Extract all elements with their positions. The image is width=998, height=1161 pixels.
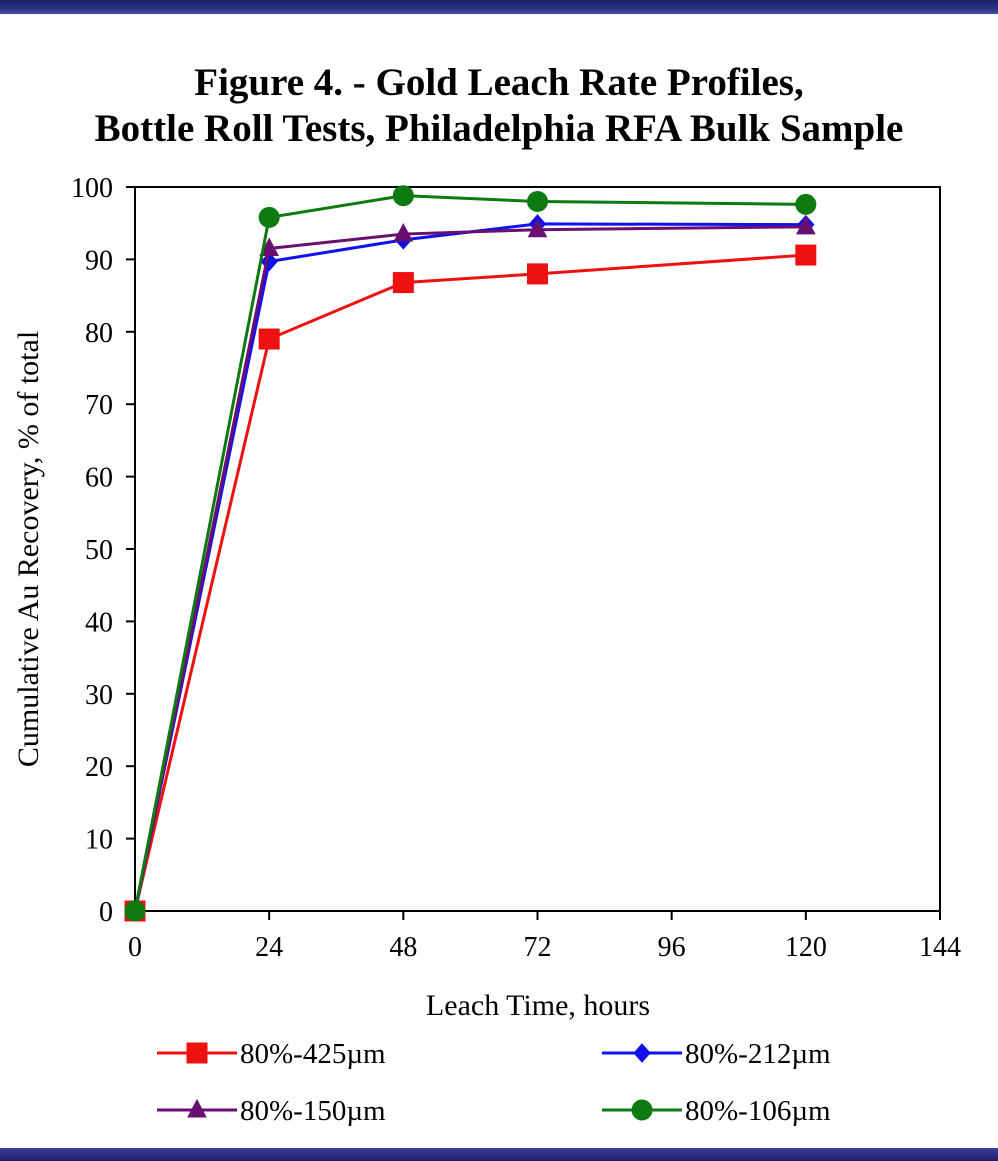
data-point [258,328,280,350]
x-tick-label: 120 [785,932,827,963]
y-tick-label: 0 [99,897,113,928]
x-tick-label: 72 [524,932,552,963]
x-tick-label: 96 [658,932,686,963]
y-tick-label: 100 [71,173,113,204]
data-point [124,900,146,922]
y-tick-label: 60 [85,463,113,494]
series-80-106-m [124,185,817,922]
y-tick-label: 30 [85,680,113,711]
legend: 80%-425µm 80%-212µm 80%-150µm 80%-106µm [157,1038,831,1127]
legend-label: 80%-425µm [240,1038,386,1070]
data-point [795,244,817,266]
legend-item-80-106-m: 80%-106µm [602,1095,831,1127]
series-80-212-m [126,214,815,921]
data-point [796,215,816,235]
chart-title-line-1: Figure 4. - Gold Leach Rate Profiles, [194,61,804,104]
data-point [258,206,280,228]
data-point [392,185,414,207]
series-line [133,253,806,912]
legend-label: 80%-150µm [240,1095,386,1127]
data-point [527,218,548,238]
data-point [527,190,548,212]
series-line [133,194,806,912]
legend-marker [633,1043,651,1063]
y-tick-label: 50 [85,535,113,566]
legend-label: 80%-106µm [685,1095,831,1127]
data-point [527,263,548,285]
legend-marker [186,1042,208,1064]
plot-frame [134,186,941,912]
x-tick-label: 48 [389,932,417,963]
y-tick-label: 10 [85,825,113,856]
y-tick-label: 80 [85,318,113,349]
top-decorative-band [0,0,998,14]
legend-item-80-425-m: 80%-425µm [157,1038,386,1070]
data-point [393,222,414,242]
series-line [133,225,806,912]
data-point [392,272,414,294]
legend-item-80-150-m: 80%-150µm [157,1095,386,1127]
chart-title-line-2: Bottle Roll Tests, Philadelphia RFA Bulk… [94,107,904,150]
bottom-decorative-band [0,1148,998,1161]
chart-title: Figure 4. - Gold Leach Rate Profiles, Bo… [0,60,998,152]
x-tick-label: 0 [128,932,142,963]
series-80-150-m [125,215,816,919]
y-tick-label: 70 [85,390,113,421]
data-point [795,193,817,215]
legend-marker [187,1098,207,1118]
series-group [124,185,817,922]
axes: 0 10 20 30 40 50 60 70 80 90 100 0 24 48 72 96 120 144 [71,173,961,963]
y-tick-label: 20 [85,752,113,783]
y-tick-label: 40 [85,607,113,638]
series-80-425-m [124,244,817,922]
y-axis-label: Cumulative Au Recovery, % of total [12,331,45,767]
y-tick-label: 90 [85,245,113,276]
x-axis-label: Leach Time, hours [426,989,650,1022]
legend-marker [631,1099,653,1121]
x-tick-label: 24 [255,932,283,963]
series-line [133,222,806,912]
legend-label: 80%-212µm [685,1038,831,1070]
legend-item-80-212-m: 80%-212µm [602,1038,831,1070]
x-tick-label: 144 [919,932,961,963]
